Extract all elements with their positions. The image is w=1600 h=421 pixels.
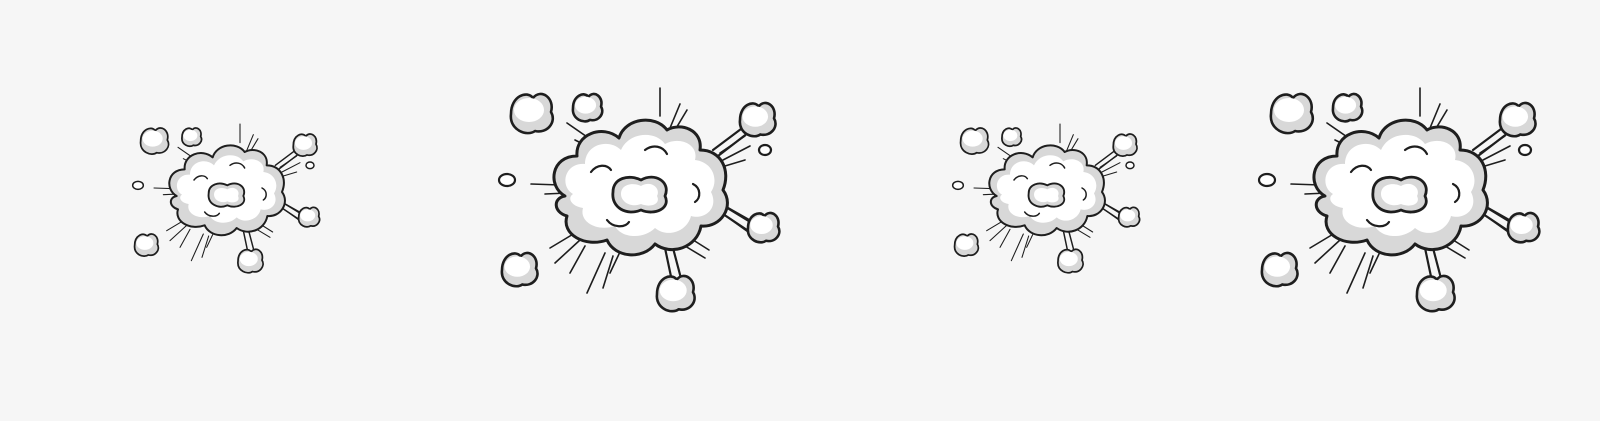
cloud-scallop <box>691 182 701 204</box>
speed-line <box>1021 235 1030 258</box>
cloud-scallop <box>1049 162 1066 169</box>
cloud-scallop <box>203 211 221 217</box>
smoke-puff <box>297 206 321 228</box>
speed-line <box>1444 245 1466 259</box>
speed-line <box>684 245 706 259</box>
smoke-puff <box>181 127 203 148</box>
speed-line <box>602 255 614 289</box>
speed-line <box>1362 255 1374 289</box>
smoke-puff <box>1112 133 1138 158</box>
cloud-scallop <box>589 164 613 174</box>
speed-line <box>256 228 271 238</box>
speed-line <box>1076 228 1091 238</box>
speed-line <box>989 224 1008 242</box>
speed-line <box>669 103 681 129</box>
cloud-hole-inner <box>1034 187 1059 203</box>
cloud-hole-inner <box>214 187 239 203</box>
smoke-puff <box>738 101 777 138</box>
speed-line <box>569 245 586 274</box>
smoke-puff <box>139 127 170 155</box>
cloud-scallop <box>1013 175 1029 181</box>
speed-line <box>1101 162 1121 173</box>
cloud-scallop <box>261 187 267 201</box>
smoke-puff <box>746 211 781 244</box>
speed-line <box>722 145 751 161</box>
smoke-puff <box>571 92 604 123</box>
smoke-puff <box>1001 127 1023 148</box>
speed-line <box>169 224 188 242</box>
speed-line <box>166 220 184 232</box>
smoke-puff <box>1057 248 1084 274</box>
speed-line <box>179 228 191 248</box>
smoke-droplet <box>757 143 773 157</box>
cloud-scallop <box>605 218 631 228</box>
cloud-scallop <box>193 175 209 181</box>
speed-line <box>1346 252 1366 294</box>
smoke-puff <box>1415 274 1456 313</box>
cloud-hole-inner <box>1381 183 1418 206</box>
cloud-hole-inner <box>621 183 658 206</box>
speed-line <box>549 232 576 249</box>
speed-line <box>554 239 581 264</box>
cloud-scallop <box>1451 182 1461 204</box>
smoke-puff <box>237 248 264 274</box>
smoke-puff <box>953 233 980 258</box>
smoke-puff <box>1117 206 1141 228</box>
speed-line <box>1066 134 1074 152</box>
speed-line <box>201 235 210 258</box>
smoke-puff <box>133 233 160 258</box>
speed-line <box>190 233 204 262</box>
speed-line <box>999 228 1011 248</box>
cloud-scallop <box>1349 164 1373 174</box>
smoke-puff <box>959 127 990 155</box>
speed-line <box>1026 234 1034 248</box>
speed-line <box>1369 253 1380 274</box>
smoke-puff <box>1506 211 1541 244</box>
speed-line <box>724 159 746 167</box>
smoke-puff <box>1269 92 1315 135</box>
smoke-droplet <box>1517 143 1533 157</box>
cloud-scallop <box>1023 211 1041 217</box>
cloud-scallop <box>229 162 246 169</box>
speed-line <box>1309 232 1336 249</box>
smoke-droplet <box>305 161 315 170</box>
comic-explosion-cloud-icon <box>951 123 1141 274</box>
smoke-puff <box>655 274 696 313</box>
cloud-scallop <box>643 145 669 156</box>
smoke-droplet <box>131 180 145 191</box>
cloud-scallop <box>1365 218 1391 228</box>
comic-explosion-cloud-icon <box>131 123 321 274</box>
speed-line <box>1482 145 1511 161</box>
cloud-scallop <box>1403 145 1429 156</box>
speed-line <box>986 220 1004 232</box>
smoke-droplet <box>497 172 517 188</box>
smoke-puff <box>500 251 539 288</box>
speed-line <box>1314 239 1341 264</box>
smoke-droplet <box>1257 172 1277 188</box>
comic-explosion-cloud-icon <box>497 87 781 313</box>
speed-line <box>586 252 606 294</box>
speed-line <box>1484 159 1506 167</box>
speed-line <box>281 162 301 173</box>
smoke-droplet <box>1125 161 1135 170</box>
smoke-puff <box>1331 92 1364 123</box>
speed-line <box>1429 103 1441 129</box>
cloud-scallop <box>1081 187 1087 201</box>
speed-line <box>1010 233 1024 262</box>
smoke-puff <box>1260 251 1299 288</box>
speed-line <box>1329 245 1346 274</box>
smoke-puff <box>1498 101 1537 138</box>
speed-line <box>246 134 254 152</box>
speed-line <box>1102 171 1118 177</box>
speed-line <box>609 253 620 274</box>
comic-explosion-cloud-icon <box>1257 87 1541 313</box>
smoke-droplet <box>951 180 965 191</box>
speed-line <box>206 234 214 248</box>
smoke-puff <box>292 133 318 158</box>
speed-line <box>282 171 298 177</box>
smoke-puff <box>509 92 555 135</box>
